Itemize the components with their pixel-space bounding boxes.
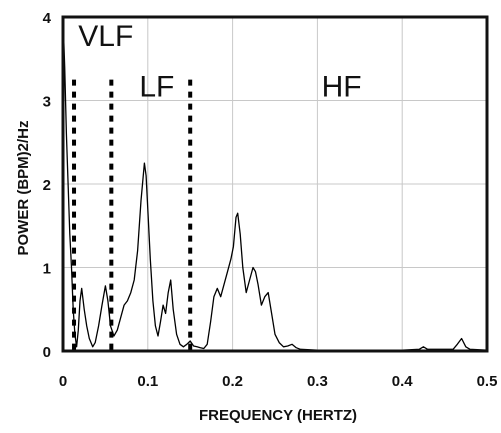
x-tick-label: 0.5 bbox=[477, 373, 498, 390]
y-tick-label: 0 bbox=[43, 344, 51, 361]
y-tick-label: 2 bbox=[43, 177, 51, 194]
y-tick-label: 3 bbox=[43, 94, 51, 111]
series-line-1 bbox=[62, 16, 488, 351]
band-label-hf: HF bbox=[322, 70, 362, 103]
x-tick-label: 0.4 bbox=[392, 373, 414, 390]
band-label-vlf: VLF bbox=[78, 20, 133, 53]
x-tick-label: 0.1 bbox=[137, 373, 158, 390]
band-label-lf: LF bbox=[139, 70, 174, 103]
plot-frame bbox=[61, 15, 489, 353]
x-axis-title: FREQUENCY (HERTZ) bbox=[199, 407, 357, 424]
y-tick-label: 1 bbox=[43, 261, 51, 278]
series-layer bbox=[62, 16, 488, 351]
y-axis-ticks: 0 1 2 3 4 bbox=[43, 10, 52, 361]
y-tick-label: 4 bbox=[43, 10, 52, 27]
x-tick-label: 0.2 bbox=[222, 373, 243, 390]
band-boundaries bbox=[72, 79, 193, 351]
x-tick-label: 0.3 bbox=[307, 373, 328, 390]
x-axis-ticks: 0 0.1 0.2 0.3 0.4 0.5 bbox=[59, 373, 498, 390]
y-axis-title: POWER (BPM)2/Hz bbox=[15, 121, 32, 256]
x-tick-label: 0 bbox=[59, 373, 67, 390]
